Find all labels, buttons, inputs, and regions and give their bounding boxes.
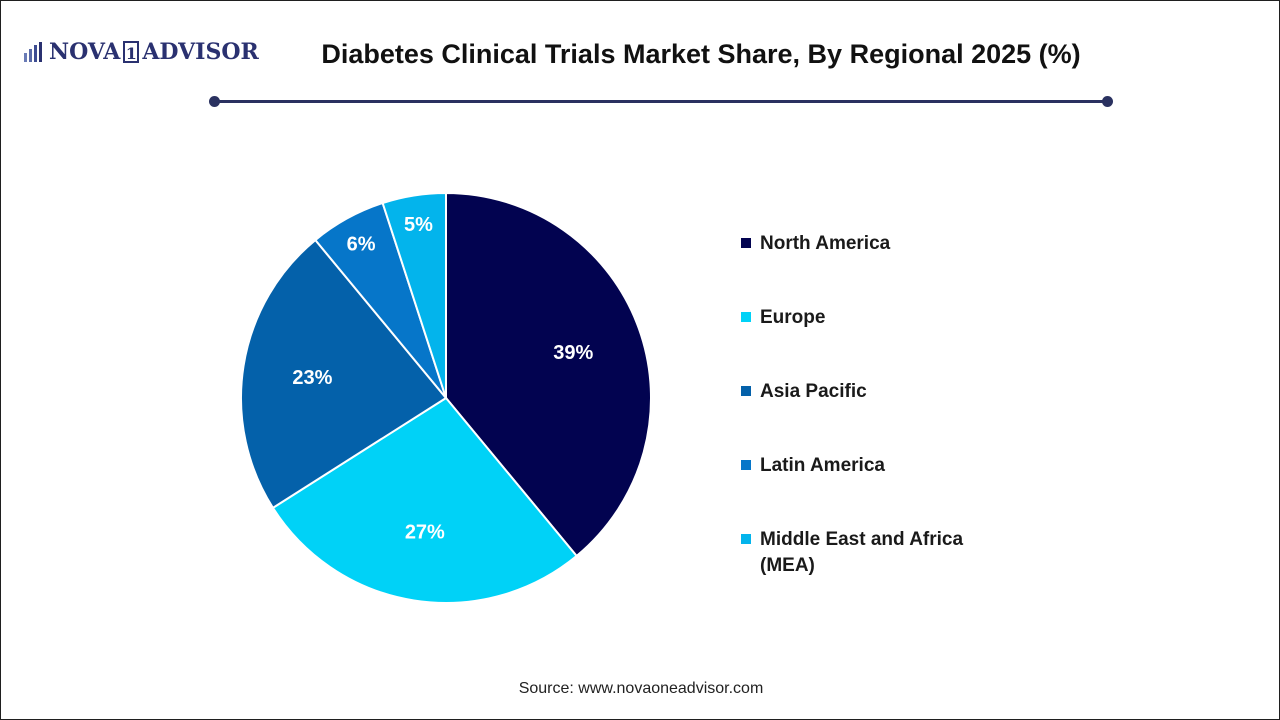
legend-swatch-1 <box>741 312 751 322</box>
pie-data-label-3: 6% <box>347 234 376 256</box>
legend-item-0: North America <box>741 231 1041 257</box>
legend-item-4: Middle East and Africa (MEA) <box>741 527 1041 579</box>
chart-legend: North America Europe Asia Pacific Latin Ame… <box>741 231 1041 627</box>
logo-text-nova: NOVA <box>49 39 121 65</box>
legend-swatch-0 <box>741 238 751 248</box>
title-divider <box>214 100 1108 103</box>
divider-dot-left <box>209 96 220 107</box>
source-note: Source: www.novaoneadvisor.com <box>518 680 764 697</box>
pie-data-label-4: 5% <box>404 214 433 236</box>
divider-dot-right <box>1102 96 1113 107</box>
pie-data-label-1: 27% <box>405 522 445 544</box>
pie-slice-1 <box>271 396 579 604</box>
legend-item-3: Latin America <box>741 453 1041 479</box>
pie-slice-4 <box>381 191 447 399</box>
legend-swatch-2 <box>741 386 751 396</box>
legend-label-2: Asia Pacific <box>760 381 867 402</box>
legend-item-2: Asia Pacific <box>741 379 1041 405</box>
logo-text-one: 1 <box>123 41 140 63</box>
legend-label-4: Middle East and Africa (MEA) <box>760 529 964 576</box>
legend-label-3: Latin America <box>760 455 885 476</box>
pie-data-label-0: 39% <box>553 342 593 364</box>
legend-label-1: Europe <box>760 307 826 328</box>
chart-title: Diabetes Clinical Trials Market Share, B… <box>321 39 1081 69</box>
pie-slice-0 <box>445 191 652 558</box>
legend-swatch-4 <box>741 534 751 544</box>
legend-label-0: North America <box>760 233 891 254</box>
pie-chart: 39% 27% 23% 6% 5% <box>240 191 652 604</box>
pie-slice-2 <box>240 238 448 510</box>
pie-data-label-2: 23% <box>292 367 332 389</box>
legend-item-1: Europe <box>741 305 1041 331</box>
legend-swatch-3 <box>741 460 751 470</box>
brand-logo: NOVA 1 ADVISOR <box>23 39 259 65</box>
logo-bars-icon <box>24 42 42 62</box>
logo-text-advisor: ADVISOR <box>142 39 259 65</box>
